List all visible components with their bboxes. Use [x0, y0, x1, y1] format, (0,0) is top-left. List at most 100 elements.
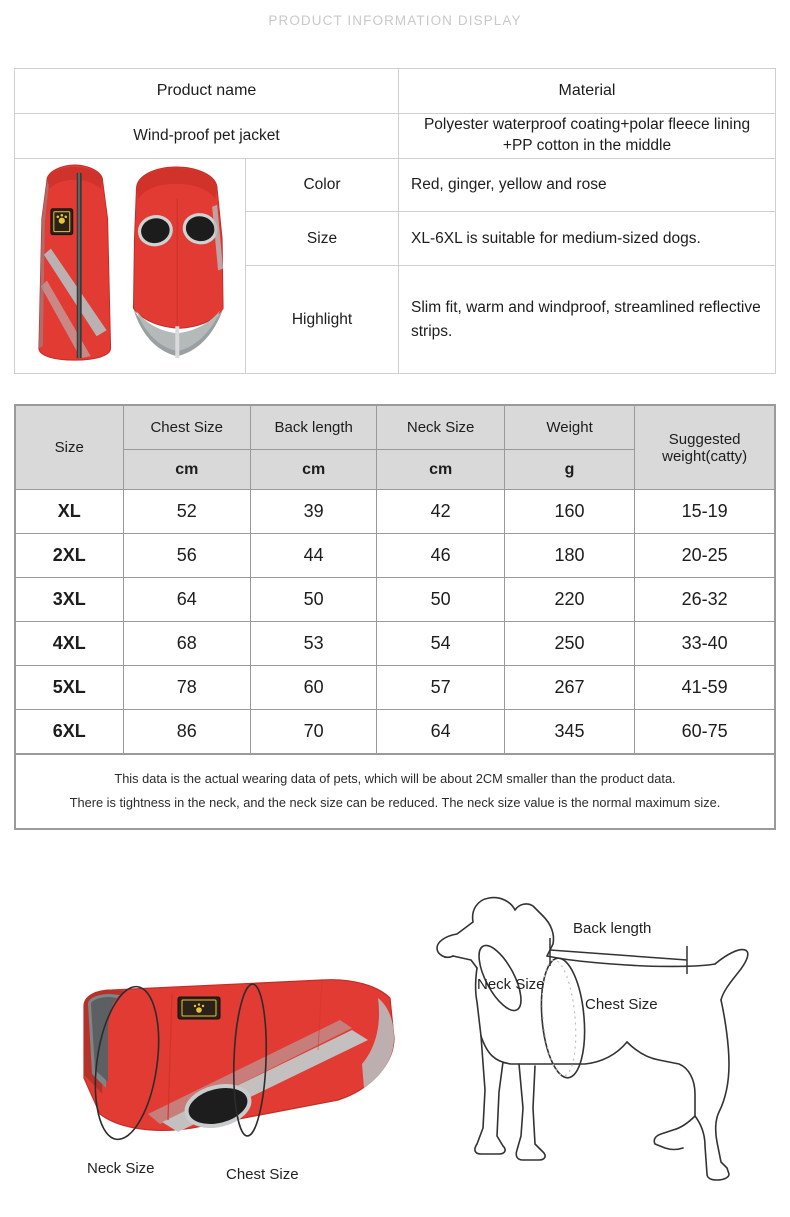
- table-row: 5XL 78 60 57 267 41-59: [15, 665, 775, 710]
- info-table-body: Color Red, ginger, yellow and rose Size …: [15, 159, 775, 373]
- photo-label-chest-size: Chest Size: [226, 1166, 299, 1183]
- size-chart-table: Size Chest Size Back length Neck Size We…: [14, 404, 776, 831]
- info-table-name-row: Wind-proof pet jacket Polyester waterpro…: [15, 114, 775, 159]
- spec-row-highlight: Highlight Slim fit, warm and windproof, …: [246, 266, 775, 373]
- note-line-2: There is tightness in the neck, and the …: [69, 794, 721, 810]
- cell-chest: 78: [122, 665, 251, 710]
- cell-suggested: 15-19: [634, 489, 775, 534]
- dog-body-outline: [436, 896, 749, 1181]
- spec-rows: Color Red, ginger, yellow and rose Size …: [246, 159, 775, 373]
- cell-back: 39: [249, 489, 378, 534]
- cell-neck: 64: [376, 709, 505, 754]
- table-row: XL 52 39 42 160 15-19: [15, 489, 775, 534]
- product-name-value: Wind-proof pet jacket: [15, 114, 399, 159]
- cell-chest: 64: [122, 577, 251, 622]
- header-material: Material: [399, 69, 775, 114]
- photo-label-neck-size: Neck Size: [87, 1160, 155, 1177]
- cell-neck: 42: [376, 489, 505, 534]
- note-line-1: This data is the actual wearing data of …: [114, 771, 676, 786]
- dog-label-back-length: Back length: [573, 920, 652, 937]
- dog-measurement-diagram: Back length Neck Size Chest Size: [415, 878, 790, 1217]
- cell-neck: 57: [376, 665, 505, 710]
- cell-chest: 56: [122, 533, 251, 578]
- product-image-cell: [15, 159, 246, 373]
- col-header-suggested-weight: Suggested weight(catty): [634, 405, 775, 490]
- jacket-measurement-photo: Neck Size Chest Size: [22, 878, 412, 1217]
- dog-neck-loop: [478, 944, 522, 1012]
- col-header-weight: Weight: [503, 405, 636, 450]
- spec-label-size: Size: [246, 212, 399, 265]
- cell-chest: 52: [122, 489, 251, 534]
- material-value: Polyester waterproof coating+polar fleec…: [399, 114, 775, 159]
- table-row: 2XL 56 44 46 180 20-25: [15, 533, 775, 578]
- spec-label-color: Color: [246, 159, 399, 211]
- spec-value-color: Red, ginger, yellow and rose: [411, 176, 607, 194]
- cell-size: 3XL: [15, 577, 124, 622]
- spec-row-size: Size XL-6XL is suitable for medium-sized…: [246, 212, 775, 266]
- cell-neck: 46: [376, 533, 505, 578]
- cell-neck: 54: [376, 621, 505, 666]
- size-chart-header-row-2: cm cm cm g: [16, 449, 775, 490]
- size-chart-note: This data is the actual wearing data of …: [15, 754, 775, 830]
- info-table-header-row: Product name Material: [15, 69, 775, 114]
- cell-weight: 220: [503, 577, 636, 622]
- cell-suggested: 26-32: [634, 577, 775, 622]
- spec-value-highlight: Slim fit, warm and windproof, streamline…: [411, 299, 761, 340]
- cell-suggested: 20-25: [634, 533, 775, 578]
- unit-chest: cm: [122, 449, 251, 490]
- back-length-arrow: [549, 938, 688, 974]
- cell-back: 50: [249, 577, 378, 622]
- col-header-back: Back length: [249, 405, 378, 450]
- cell-back: 44: [249, 533, 378, 578]
- page-title: PRODUCT INFORMATION DISPLAY: [268, 13, 522, 28]
- spec-value-size: XL-6XL is suitable for medium-sized dogs…: [411, 229, 701, 247]
- col-header-chest: Chest Size: [122, 405, 251, 450]
- cell-back: 70: [249, 709, 378, 754]
- product-jacket-image: [15, 159, 245, 373]
- unit-weight: g: [503, 449, 636, 490]
- dog-chest-loop-hidden-half: [541, 959, 577, 1077]
- cell-chest: 86: [122, 709, 251, 754]
- cell-neck: 50: [376, 577, 505, 622]
- cell-suggested: 33-40: [634, 621, 775, 666]
- size-chart: Size Chest Size Back length Neck Size We…: [15, 405, 775, 754]
- table-row: 3XL 64 50 50 220 26-32: [15, 577, 775, 622]
- cell-chest: 68: [122, 621, 251, 666]
- size-chart-header-row-1: Size Chest Size Back length Neck Size We…: [15, 405, 775, 490]
- neck-measurement-loop: [94, 985, 160, 1141]
- cell-weight: 250: [503, 621, 636, 666]
- size-chart-body: XL 52 39 42 160 15-19 2XL 56 44 46 180 2…: [15, 489, 775, 754]
- cell-back: 60: [249, 665, 378, 710]
- cell-size: 6XL: [15, 709, 124, 754]
- table-row: 4XL 68 53 54 250 33-40: [15, 621, 775, 666]
- cell-weight: 180: [503, 533, 636, 578]
- jacket-photo-svg: [22, 878, 412, 1217]
- dog-chest-loop: [540, 957, 586, 1079]
- product-info-table: Product name Material Wind-proof pet jac…: [14, 68, 776, 374]
- cell-size: 2XL: [15, 533, 124, 578]
- spec-label-highlight: Highlight: [246, 266, 399, 373]
- spec-row-color: Color Red, ginger, yellow and rose: [246, 159, 775, 212]
- col-header-size: Size: [15, 405, 124, 490]
- header-product-name: Product name: [15, 69, 399, 114]
- unit-back: cm: [249, 449, 378, 490]
- cell-size: XL: [15, 489, 124, 534]
- chest-measurement-loop: [232, 983, 268, 1137]
- dog-label-chest-size: Chest Size: [585, 996, 658, 1013]
- cell-back: 53: [249, 621, 378, 666]
- size-chart-head: Size Chest Size Back length Neck Size We…: [15, 405, 775, 490]
- cell-weight: 267: [503, 665, 636, 710]
- cell-weight: 160: [503, 489, 636, 534]
- cell-suggested: 41-59: [634, 665, 775, 710]
- cell-size: 5XL: [15, 665, 124, 710]
- cell-suggested: 60-75: [634, 709, 775, 754]
- dog-label-neck-size: Neck Size: [477, 976, 545, 993]
- measurement-diagram: Neck Size Chest Size: [0, 878, 790, 1217]
- cell-weight: 345: [503, 709, 636, 754]
- unit-neck: cm: [376, 449, 505, 490]
- col-header-neck: Neck Size: [376, 405, 505, 450]
- jacket-front-view: [38, 164, 112, 361]
- table-row: 6XL 86 70 64 345 60-75: [15, 709, 775, 754]
- dog-outline-svg: [415, 878, 790, 1217]
